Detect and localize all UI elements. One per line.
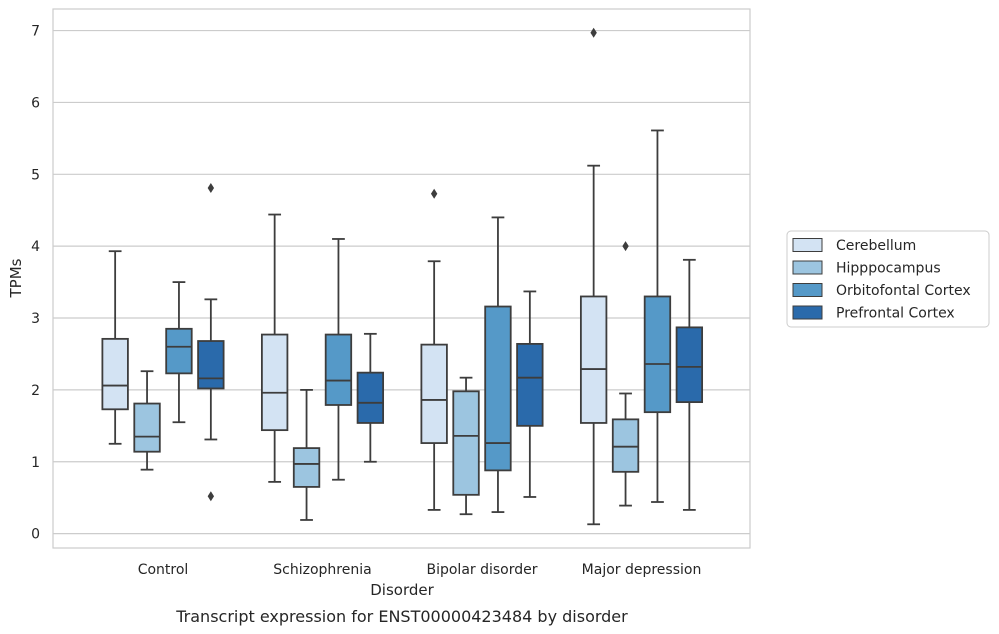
legend-swatch-3 (792, 283, 823, 297)
box-body (133, 402, 161, 453)
box-4-2 (356, 332, 385, 463)
legend-frame (786, 230, 990, 328)
box-body (643, 295, 672, 414)
box-body (611, 418, 640, 473)
box-body (292, 447, 321, 488)
y-tick-label-6: 6 (31, 95, 40, 111)
box-2-2 (292, 388, 321, 521)
y-tick-label-2: 2 (31, 383, 40, 399)
legend-label-4: Prefrontal Cortex (836, 306, 955, 322)
legend-swatch-1 (792, 238, 823, 252)
box-1-1 (101, 250, 129, 445)
box-body (324, 333, 353, 406)
x-axis-title: Disorder (370, 581, 434, 599)
figure-caption: Transcript expression for ENST0000042348… (175, 607, 628, 626)
legend: Cerebellum Hipppocampus Orbitofontal Corte… (786, 230, 990, 328)
y-tick-label-5: 5 (31, 167, 40, 183)
y-axis-title: TPMs (7, 258, 25, 298)
x-tick-label-1: Control (138, 562, 189, 578)
x-tick-label-4: Major depression (582, 562, 702, 578)
y-tick-labels: 0 1 2 3 4 5 6 7 (31, 24, 40, 543)
outlier-point-1 (622, 241, 629, 252)
box-1-4 (579, 27, 608, 526)
legend-label-2: Hipppocampus (836, 261, 941, 277)
box-body (197, 340, 225, 390)
box-3-3 (484, 216, 512, 513)
box-body (675, 326, 704, 404)
box-body (356, 371, 385, 424)
x-tick-label-3: Bipolar disorder (426, 562, 537, 578)
box-4-1 (197, 182, 225, 502)
y-tick-label-0: 0 (31, 527, 40, 543)
box-1-3 (420, 188, 448, 511)
box-body (101, 337, 129, 411)
box-3-2 (324, 238, 353, 481)
box-3-4 (643, 129, 672, 503)
x-tick-label-2: Schizophrenia (273, 562, 371, 578)
box-4-4 (675, 258, 704, 511)
box-body (516, 342, 544, 427)
legend-label-1: Cerebellum (836, 238, 916, 254)
box-4-3 (516, 290, 544, 498)
box-body (420, 343, 448, 444)
y-tick-label-7: 7 (31, 24, 40, 40)
box-body (579, 295, 608, 424)
box-body (260, 333, 289, 432)
plot-area-frame (52, 8, 751, 549)
box-3-1 (165, 281, 193, 424)
box-body (452, 390, 480, 496)
outlier-point-2 (207, 491, 215, 502)
legend-swatch-4 (792, 305, 823, 320)
legend-label-3: Orbitofontal Cortex (836, 283, 971, 299)
outlier-point-1 (590, 27, 597, 38)
grid-lines (53, 29, 750, 535)
y-tick-label-1: 1 (31, 455, 40, 471)
box-1-2 (260, 213, 289, 483)
outlier-point-1 (207, 182, 215, 193)
y-tick-label-3: 3 (31, 311, 40, 327)
box-series-layer (101, 27, 704, 526)
box-body (165, 327, 193, 375)
box-2-3 (452, 376, 480, 516)
x-tick-labels: Control Schizophrenia Bipolar disorder Majo… (138, 562, 702, 578)
outlier-point-1 (430, 188, 438, 199)
legend-swatch-2 (792, 260, 823, 275)
box-2-4 (611, 241, 640, 507)
box-body (484, 305, 512, 472)
y-tick-label-4: 4 (31, 239, 40, 255)
box-2-1 (133, 370, 161, 471)
